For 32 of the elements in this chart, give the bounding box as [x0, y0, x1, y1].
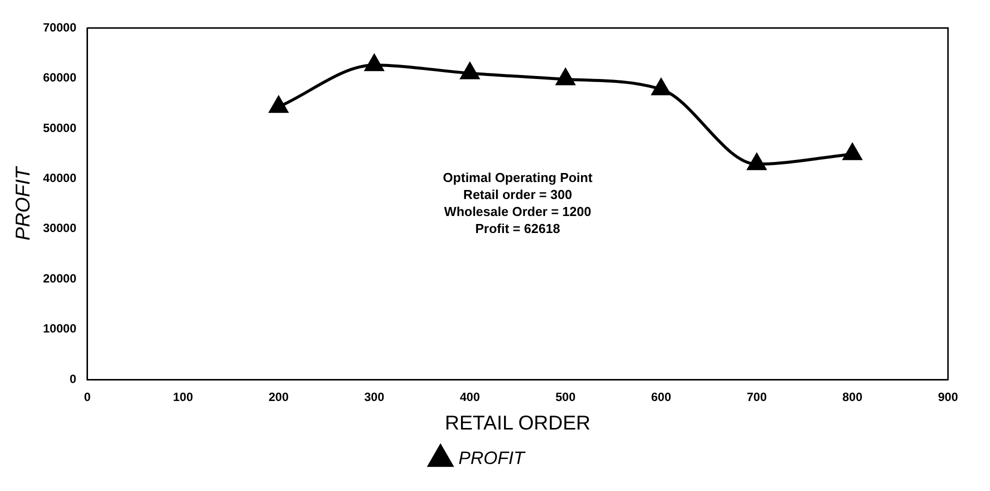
x-tick-label: 600	[651, 390, 672, 404]
y-tick-label: 20000	[42, 271, 77, 286]
point	[460, 62, 480, 80]
x-tick-label: 100	[172, 390, 194, 404]
point	[556, 68, 575, 86]
legend-label: PROFIT	[458, 448, 527, 468]
point	[364, 54, 384, 72]
point	[269, 96, 288, 113]
x-tick-label: 700	[746, 390, 768, 404]
x-tick-label: 900	[938, 390, 958, 404]
annotation: Optimal Operating Point	[442, 170, 594, 185]
y-axis-title: PROFIT	[12, 165, 35, 240]
x-tick-label: 500	[555, 390, 576, 404]
y-tick-label: 30000	[42, 221, 77, 236]
x-axis-title: RETAIL ORDER	[444, 412, 590, 435]
y-tick-label: 40000	[42, 171, 77, 185]
annotation: Profit = 62618	[475, 220, 560, 236]
annotation: Wholesale Order = 1200	[444, 204, 592, 219]
y-tick-label: 50000	[42, 120, 77, 135]
point	[652, 78, 670, 96]
x-tick-label: 0	[84, 390, 92, 404]
y-tick-label: 0	[70, 372, 77, 386]
y-tick-label: 60000	[42, 70, 77, 85]
x-tick-label: 400	[460, 390, 480, 404]
y-tick-label: 10000	[42, 322, 77, 336]
x-tick-label: 800	[842, 390, 863, 404]
point	[747, 154, 766, 170]
y-tick-label: 70000	[42, 20, 77, 34]
x-tick-label: 300	[364, 390, 385, 404]
annotation: Retail order = 300	[463, 186, 572, 202]
point	[843, 144, 862, 160]
x-tick-label: 200	[268, 390, 289, 404]
